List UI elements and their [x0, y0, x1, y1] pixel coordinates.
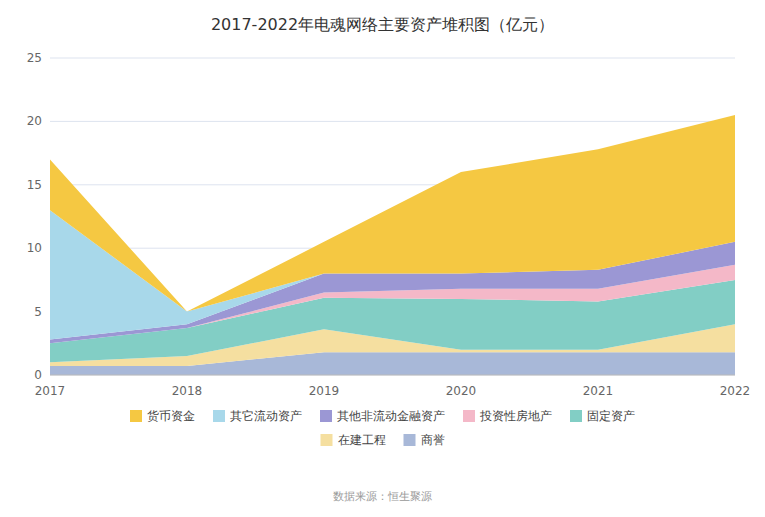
- legend-item: 固定资产: [570, 409, 635, 423]
- x-tick-label: 2021: [583, 384, 614, 398]
- title: 2017-2022年电魂网络主要资产堆积图（亿元）: [211, 15, 554, 34]
- legend-label: 在建工程: [338, 433, 386, 447]
- legend-label: 其它流动资产: [230, 409, 302, 423]
- legend-item: 商誉: [404, 433, 445, 447]
- x-axis: [50, 375, 735, 376]
- chart: 2017-2022年电魂网络主要资产堆积图（亿元） 0 5 10 15 20 25 2017 2…: [0, 0, 765, 517]
- grid-line: [50, 58, 735, 59]
- y-grid: [50, 58, 735, 375]
- areas: [50, 115, 735, 375]
- legend-label: 货币资金: [147, 409, 195, 423]
- x-tick-label: 2019: [309, 384, 340, 398]
- legend-swatch: [320, 410, 332, 422]
- legend-swatch: [321, 434, 333, 446]
- legend-label: 投资性房地产: [479, 409, 552, 423]
- legend-swatch: [463, 410, 475, 422]
- legend-swatch: [404, 434, 416, 446]
- grid-line: [50, 375, 735, 376]
- legend-item: 投资性房地产: [463, 409, 552, 423]
- x-tick-label: 2017: [35, 384, 66, 398]
- y-tick-label: 15: [27, 178, 42, 192]
- source: 数据来源：恒生聚源: [333, 490, 432, 503]
- x-tick-label: 2018: [172, 384, 203, 398]
- legend-label: 固定资产: [587, 409, 635, 423]
- y-tick-label: 20: [27, 114, 42, 128]
- grid-line: [50, 121, 735, 122]
- y-tick-label: 0: [34, 368, 42, 382]
- legend-item: 在建工程: [321, 433, 386, 447]
- legend-item: 货币资金: [130, 409, 195, 423]
- y-tick-label: 5: [34, 305, 42, 319]
- area: [50, 115, 735, 312]
- legend: 货币资金 其它流动资产 其他非流动金融资产 投资性房地产 固定资产在建工程 商誉: [130, 409, 635, 447]
- legend-swatch: [213, 410, 225, 422]
- x-tick-label: 2022: [720, 384, 751, 398]
- legend-item: 其它流动资产: [213, 409, 302, 423]
- y-tick-label: 25: [27, 51, 42, 65]
- legend-label: 其他非流动金融资产: [337, 409, 445, 423]
- x-tick-label: 2020: [446, 384, 477, 398]
- legend-swatch: [130, 410, 142, 422]
- legend-swatch: [570, 410, 582, 422]
- legend-item: 其他非流动金融资产: [320, 409, 445, 423]
- y-tick-label: 10: [27, 241, 42, 255]
- legend-label: 商誉: [421, 433, 445, 447]
